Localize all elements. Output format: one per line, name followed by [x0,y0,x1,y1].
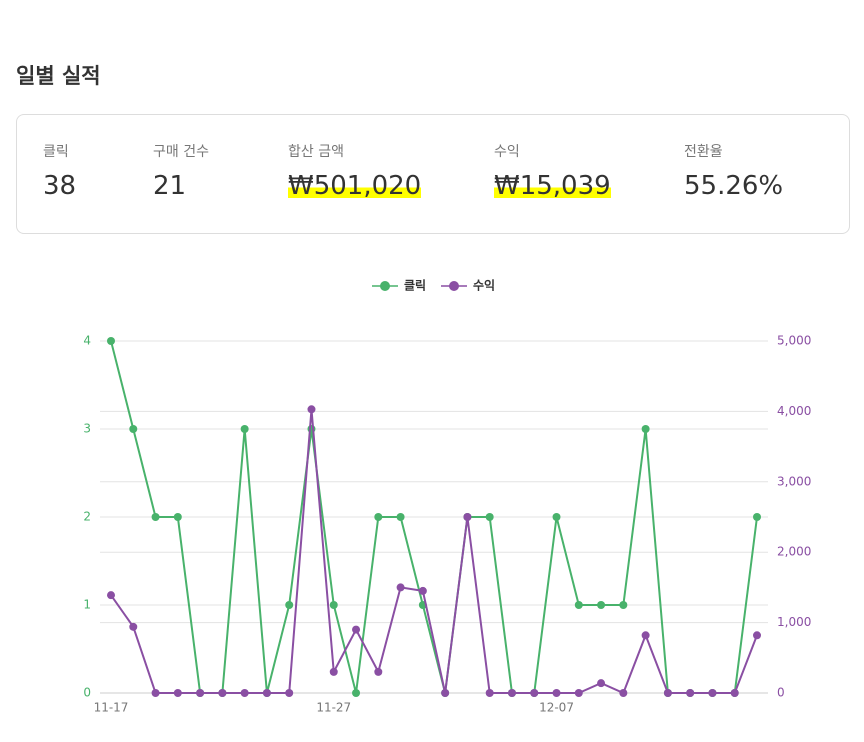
data-point [240,689,249,697]
y2-tick-label: 3,000 [777,474,811,488]
data-point [396,513,405,521]
stat-label: 수익 [494,144,520,160]
data-point [663,689,672,697]
stat-value: 55.26% [684,171,784,201]
stat: 합산 금액 ₩501,020 [288,141,422,201]
data-point [329,601,338,609]
data-point [107,591,115,600]
data-point [151,689,160,697]
y-tick-label: 3 [83,422,91,436]
page-title: 일별 실적 [16,64,101,88]
stat: 전환율 55.26% [684,141,783,201]
data-point [463,513,472,521]
data-point [753,631,761,640]
stat-label: 구매 건수 [153,144,209,160]
y-tick-label: 2 [83,510,91,524]
data-point [753,513,761,521]
data-point [285,689,294,697]
stat-label: 전환율 [684,144,723,160]
stat-value-box: ₩501,020 [288,171,422,201]
data-point [418,586,427,595]
data-point [485,689,494,697]
legend-marker [449,281,459,291]
legend-marker [380,281,390,291]
data-point [507,689,516,697]
data-point [285,601,294,609]
data-point [641,425,650,433]
stat-value-box: 21 [153,171,209,201]
stat: 클릭 38 [43,141,76,201]
data-point [107,337,115,345]
legend-label: 클릭 [404,279,426,293]
data-point [374,513,383,521]
data-point [307,405,316,414]
x-tick-label: 11-27 [316,701,351,715]
data-point [552,689,561,697]
data-point [129,425,138,433]
stats-card: 클릭 38 구매 건수 21 합산 금액 ₩501,020 수익 ₩15,039 전환율 55.2… [16,114,850,234]
stat: 수익 ₩15,039 [494,141,611,201]
stat-label: 클릭 [43,144,69,160]
data-point [374,667,383,676]
data-point [730,689,739,697]
data-point [530,689,539,697]
stat-value-box: 38 [43,171,76,201]
y2-tick-label: 2,000 [777,545,811,559]
data-point [641,631,650,640]
stat-value: 21 [153,171,187,201]
legend-label: 수익 [473,279,495,293]
data-point [173,513,182,521]
data-point [173,689,182,697]
data-point [151,513,160,521]
y2-tick-label: 0 [777,686,785,700]
stat-value-box: 55.26% [684,171,783,201]
stat-value: 38 [43,171,77,201]
data-point [262,689,271,697]
data-point [597,679,606,688]
data-point [574,689,583,697]
y-tick-label: 1 [83,598,91,612]
data-point [352,625,361,634]
y2-tick-label: 5,000 [777,334,811,348]
data-point [352,689,361,697]
stat-value: ₩15,039 [494,171,611,201]
stat-value-box: ₩15,039 [494,171,611,201]
data-point [552,513,561,521]
y-tick-label: 0 [83,686,91,700]
data-point [619,601,628,609]
stat-value: ₩501,020 [288,171,422,201]
data-point [196,689,205,697]
y2-tick-label: 4,000 [777,404,811,418]
stat-label: 합산 금액 [288,144,344,160]
data-point [218,689,227,697]
y2-tick-label: 1,000 [777,615,811,629]
data-point [619,689,628,697]
data-point [708,689,717,697]
data-point [686,689,695,697]
data-point [441,689,450,697]
x-tick-label: 12-07 [539,701,574,715]
data-point [485,513,494,521]
data-point [329,667,338,676]
data-point [574,601,583,609]
x-tick-label: 11-17 [94,701,129,715]
data-point [240,425,249,433]
data-point [396,583,405,592]
data-point [129,622,138,631]
data-point [597,601,606,609]
stat: 구매 건수 21 [153,141,209,201]
y-tick-label: 4 [83,334,91,348]
